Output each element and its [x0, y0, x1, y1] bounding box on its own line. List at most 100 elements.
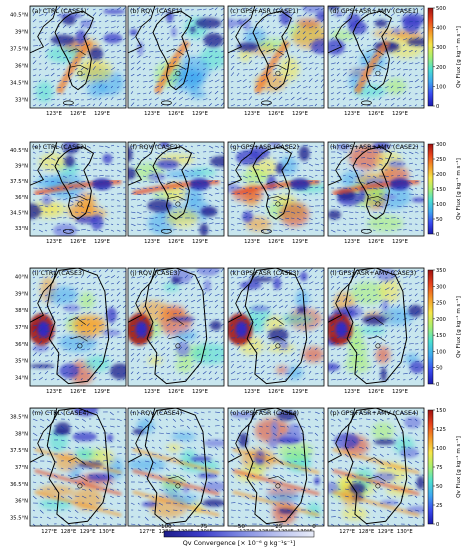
- lon-label: 130°E: [99, 529, 115, 535]
- coastline-mainland: [30, 6, 58, 54]
- coastline-mainland: [328, 6, 356, 54]
- island-jeju: [361, 228, 372, 234]
- city-marker: [275, 343, 281, 349]
- lon-label: 126°E: [368, 389, 384, 395]
- lon-label: 129°E: [292, 239, 308, 245]
- coastline-peninsula: [152, 10, 193, 91]
- admin-border: [168, 196, 186, 201]
- flux-band: [34, 490, 122, 517]
- lat-label: 37.5°N: [10, 179, 28, 185]
- wind-vectors: [32, 144, 126, 233]
- coastline-mainland: [30, 408, 58, 463]
- lon-label: 123°E: [244, 389, 260, 395]
- wind-vectors: [230, 144, 324, 232]
- lon-label: 129°E: [192, 389, 208, 395]
- cbar-tick-label: 150: [436, 408, 446, 414]
- cbar-tick-label: 100: [436, 202, 446, 208]
- city-marker: [275, 483, 281, 489]
- convergence-core: [235, 321, 248, 338]
- admin-border: [68, 181, 86, 188]
- panel-3-2: (j) RQV (CASE3) 123°E 126°E 129°E: [127, 267, 225, 395]
- panel-4-1: (m) CTRL (CASE4) 127°E 128°E 129°E 130°E: [29, 407, 127, 535]
- flux-colorbar: [427, 7, 434, 107]
- conv-tick-label: −25: [271, 524, 283, 530]
- lon-label: 123°E: [144, 239, 160, 245]
- city-marker: [175, 483, 181, 489]
- convergence-core: [335, 321, 348, 338]
- panel-frame: [227, 267, 325, 387]
- panel-frame: [227, 407, 325, 527]
- cbar-tick-label: 200: [436, 65, 446, 71]
- panel-title: (n) RQV (CASE4): [130, 410, 182, 417]
- coastline-mainland: [328, 142, 356, 186]
- lat-label: 36.5°N: [10, 482, 28, 488]
- city-marker: [175, 201, 181, 207]
- lon-label: 129°E: [378, 529, 394, 535]
- panel-title: (i) CTRL (CASE3): [32, 270, 84, 277]
- lat-label: 36°N: [15, 64, 28, 70]
- island-jeju: [261, 228, 272, 234]
- panel-title: (c) GPS+ASR (CASE1): [230, 8, 299, 15]
- convergence-field: [228, 6, 324, 55]
- panel-frame: [127, 267, 225, 387]
- admin-border: [366, 181, 384, 188]
- flux-band: [132, 178, 220, 197]
- admin-border: [266, 181, 284, 188]
- lon-label: 129°E: [292, 111, 308, 117]
- conv-tick-label: −75: [196, 524, 208, 530]
- lat-label: 37°N: [15, 325, 28, 331]
- flux-field: [40, 276, 111, 385]
- panel-title: (f) RQV (CASE2): [130, 144, 180, 151]
- coastline-peninsula: [344, 408, 408, 525]
- cbar-tick-label: 125: [436, 427, 446, 433]
- lat-label: 36°N: [15, 195, 28, 201]
- admin-border: [368, 476, 386, 482]
- lon-label: 126°E: [368, 239, 384, 245]
- lat-label: 37.5°N: [10, 47, 28, 53]
- coastline-mainland: [328, 408, 356, 463]
- admin-border: [268, 476, 286, 482]
- coastline-mainland: [30, 142, 58, 186]
- cbar-tick-label: 25: [436, 503, 443, 509]
- admin-border: [166, 317, 184, 325]
- lon-label: 129°E: [392, 111, 408, 117]
- flux-band: [232, 447, 320, 475]
- island-jeju: [63, 100, 74, 106]
- panel-frame: [127, 5, 225, 109]
- coastline-mainland: [228, 268, 256, 323]
- panel-2-3: (g) GPS+ASR (CASE2) 123°E 126°E 129°E: [227, 141, 325, 245]
- lon-label: 129°E: [392, 239, 408, 245]
- wind-vectors: [330, 144, 424, 233]
- admin-border: [368, 196, 386, 201]
- lat-label: 40.5°N: [10, 13, 28, 19]
- cbar-label: Qv Flux [g kg⁻¹ m s⁻¹]: [455, 158, 462, 220]
- convergence-label: Qv Convergence [× 10⁻⁶ g kg⁻¹s⁻¹]: [183, 539, 296, 547]
- coastline-mainland: [328, 268, 356, 323]
- coastline-peninsula: [54, 10, 95, 91]
- admin-border: [368, 64, 386, 70]
- row-4: (m) CTRL (CASE4)127°E 128°E 129°E 130°E(n) …: [10, 407, 462, 535]
- wind-vectors: [130, 411, 224, 526]
- cbar-label: Qv Flux [g kg⁻¹ m s⁻¹]: [455, 26, 462, 88]
- city-marker: [375, 201, 381, 207]
- admin-border: [168, 336, 186, 342]
- coastline-mainland: [128, 142, 156, 186]
- panel-frame: [327, 141, 425, 237]
- lat-label: 38°N: [15, 431, 28, 437]
- coastline-peninsula: [252, 146, 293, 220]
- convergence-core: [290, 178, 310, 191]
- cbar-tick-label: 100: [436, 446, 446, 452]
- cbar-tick-label: 300: [436, 45, 446, 51]
- flux-colorbar: [427, 143, 434, 235]
- lon-label: 123°E: [144, 389, 160, 395]
- panel-1-2: (b) RQV (CASE1) 123°E 126°E 129°E: [127, 5, 225, 117]
- wind-vectors: [130, 6, 224, 107]
- lon-label: 127°E: [139, 529, 155, 535]
- coastline-mainland: [128, 6, 156, 54]
- coastline-peninsula: [352, 146, 393, 220]
- lon-label: 123°E: [344, 111, 360, 117]
- panel-3-3: (k) GPS+ASR (CASE3) 123°E 126°E 129°E: [227, 267, 325, 395]
- admin-border: [266, 48, 284, 56]
- panel-frame: [327, 267, 425, 387]
- panel-1-4: (d) GPS+ASR+AMV (CASE1) 123°E 126°E 129°E: [327, 5, 425, 117]
